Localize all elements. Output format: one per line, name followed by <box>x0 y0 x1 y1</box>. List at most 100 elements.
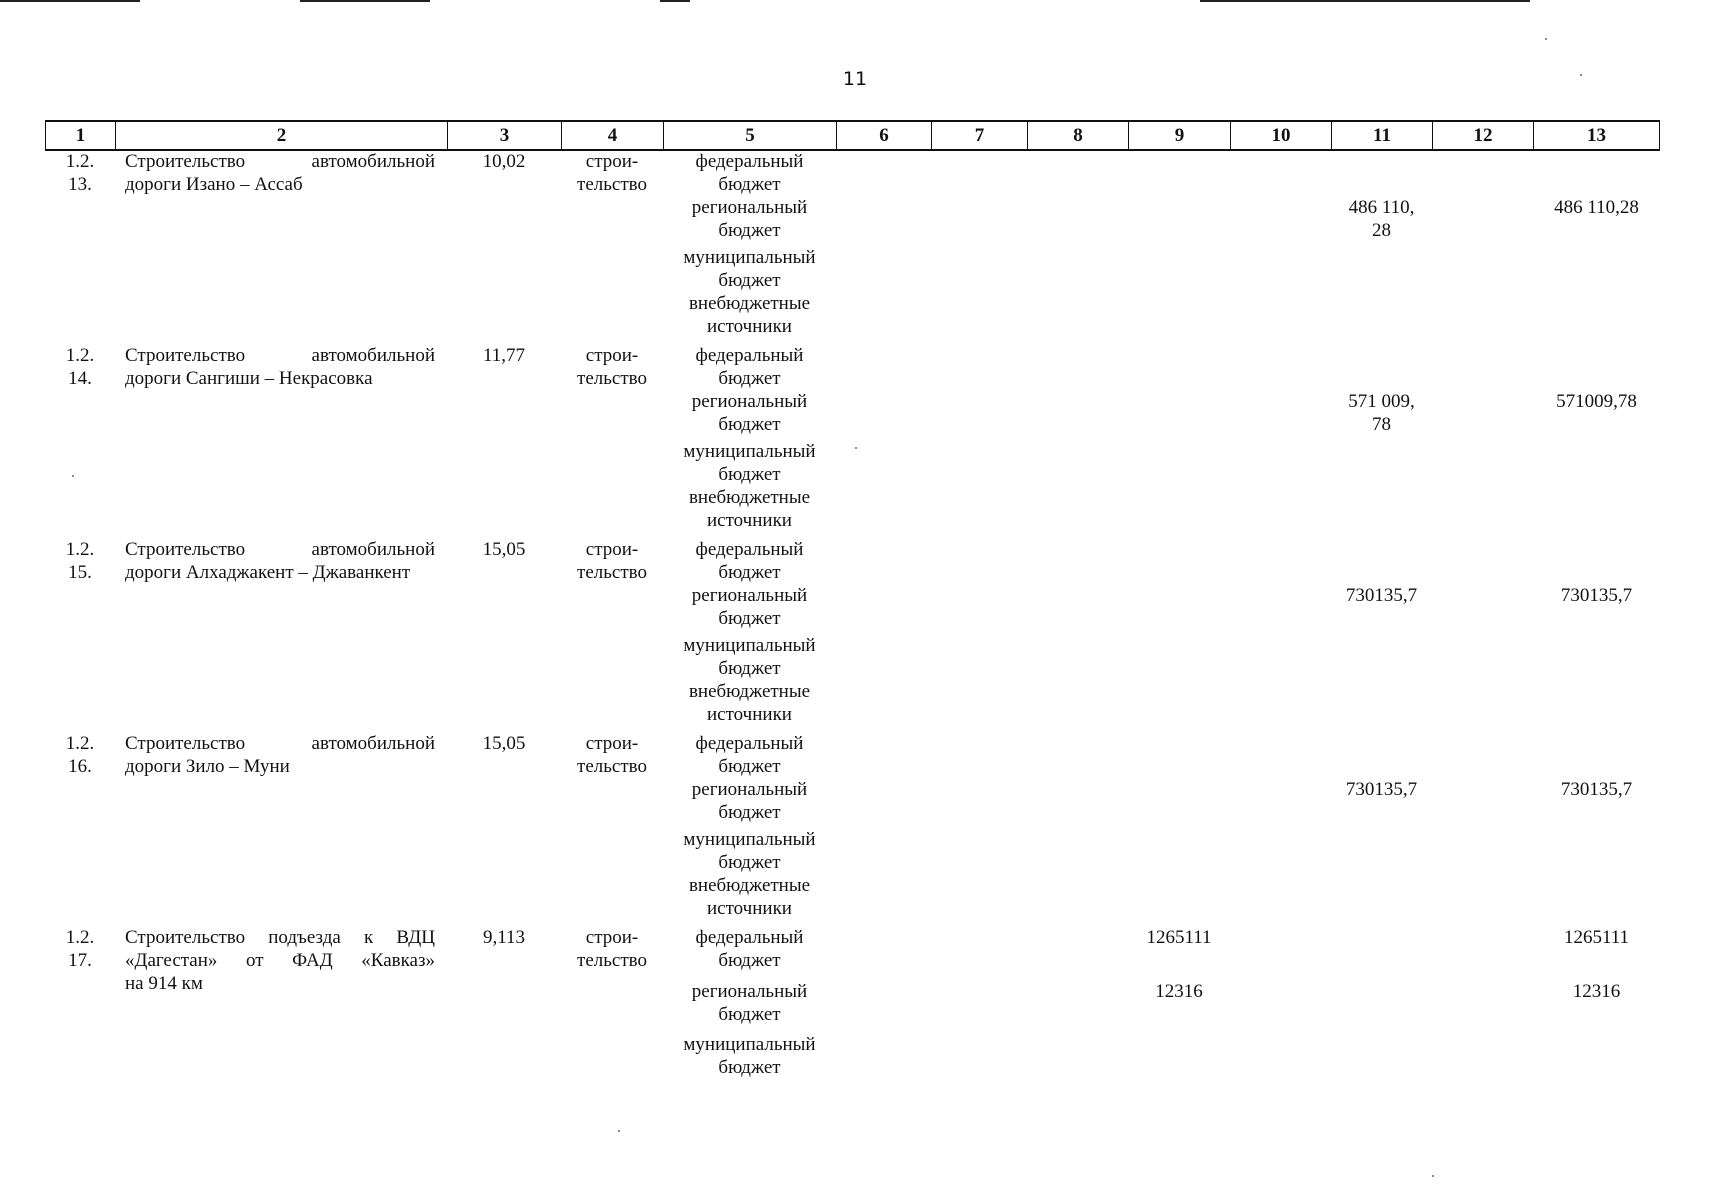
amount-col-13: 730135,7 <box>1560 585 1633 606</box>
funding-source: источники <box>707 704 792 725</box>
funding-source: бюджет <box>718 270 781 291</box>
object-name: Строительство автомобильной дороги Сангиш… <box>125 345 435 389</box>
object-name: Строительство автомобильной дороги Изано … <box>125 151 435 195</box>
funding-source: региональный <box>691 981 808 1002</box>
funding-source: муниципальный <box>683 441 816 462</box>
row-number: 1.2. <box>65 151 95 172</box>
funding-source: муниципальный <box>683 635 816 656</box>
row-number: 1.2. <box>65 345 95 366</box>
amount-col-11: 571 009, <box>1348 391 1415 412</box>
funding-source: бюджет <box>718 220 781 241</box>
funding-source: федеральный <box>695 345 804 366</box>
funding-source: федеральный <box>695 539 804 560</box>
amount-col-11: 28 <box>1372 220 1391 241</box>
page-number: 11 <box>842 68 868 90</box>
work-type: строи- <box>585 345 639 366</box>
object-name: Строительство автомобильной дороги Зило –… <box>125 733 435 777</box>
row-number: 1.2. <box>65 733 95 754</box>
column-header-12: 12 <box>1432 121 1533 151</box>
funding-source: бюджет <box>718 756 781 777</box>
funding-source: муниципальный <box>683 829 816 850</box>
funding-source: муниципальный <box>683 247 816 268</box>
amount-col-9: 12316 <box>1155 981 1203 1002</box>
work-type: строи- <box>585 539 639 560</box>
funding-source: федеральный <box>695 733 804 754</box>
funding-source: федеральный <box>695 927 804 948</box>
column-header-8: 8 <box>1027 121 1128 151</box>
scan-speck <box>1580 74 1582 76</box>
amount-col-13: 730135,7 <box>1560 779 1633 800</box>
work-type: строи- <box>585 733 639 754</box>
scan-edge-mark <box>660 0 690 2</box>
amount-col-11: 486 110, <box>1348 197 1415 218</box>
column-header-13: 13 <box>1533 121 1660 151</box>
column-header-1: 1 <box>45 121 115 151</box>
work-type: строи- <box>585 927 639 948</box>
scan-speck <box>855 447 857 449</box>
amount-col-13: 571009,78 <box>1556 391 1637 412</box>
funding-source: региональный <box>691 197 808 218</box>
work-type: тельство <box>577 368 647 389</box>
funding-source: бюджет <box>718 608 781 629</box>
road-length: 15,05 <box>482 733 526 754</box>
road-length: 10,02 <box>482 151 526 172</box>
object-name: Строительство автомобильной дороги Алхадж… <box>125 539 435 583</box>
row-number: 16. <box>68 756 92 777</box>
road-length: 9,113 <box>482 927 526 948</box>
column-header-3: 3 <box>447 121 561 151</box>
scan-edge-mark <box>300 0 430 2</box>
funding-source: бюджет <box>718 174 781 195</box>
funding-source: федеральный <box>695 151 804 172</box>
funding-source: бюджет <box>718 414 781 435</box>
scan-speck <box>1432 1175 1434 1177</box>
funding-source: внебюджетные <box>688 293 811 314</box>
work-type: тельство <box>577 174 647 195</box>
funding-source: бюджет <box>718 802 781 823</box>
funding-source: источники <box>707 510 792 531</box>
funding-source: бюджет <box>718 950 781 971</box>
object-name: Строительство подъезда к ВДЦ «Дагестан» о… <box>125 927 435 994</box>
amount-col-13: 12316 <box>1572 981 1621 1002</box>
row-number: 17. <box>68 950 92 971</box>
work-type: тельство <box>577 756 647 777</box>
column-header-2: 2 <box>115 121 447 151</box>
funding-source: бюджет <box>718 464 781 485</box>
funding-source: региональный <box>691 391 808 412</box>
column-header-11: 11 <box>1331 121 1432 151</box>
funding-source: муниципальный <box>683 1034 816 1055</box>
column-header-5: 5 <box>663 121 836 151</box>
funding-source: внебюджетные <box>688 681 811 702</box>
road-length: 15,05 <box>482 539 526 560</box>
work-type: строи- <box>585 151 639 172</box>
column-header-7: 7 <box>931 121 1027 151</box>
row-number: 15. <box>68 562 92 583</box>
funding-source: региональный <box>691 585 808 606</box>
funding-source: бюджет <box>718 852 781 873</box>
header-top-rule <box>45 120 1660 122</box>
amount-col-9: 1265111 <box>1146 927 1212 948</box>
row-number: 1.2. <box>65 927 95 948</box>
scan-edge-mark <box>0 0 140 2</box>
row-number: 14. <box>68 368 92 389</box>
funding-source: источники <box>707 316 792 337</box>
funding-source: внебюджетные <box>688 875 811 896</box>
amount-col-13: 486 110,28 <box>1554 197 1639 218</box>
amount-col-13: 1265111 <box>1563 927 1630 948</box>
row-number: 13. <box>68 174 92 195</box>
row-number: 1.2. <box>65 539 95 560</box>
column-header-9: 9 <box>1128 121 1230 151</box>
amount-col-11: 78 <box>1372 414 1391 435</box>
funding-source: бюджет <box>718 368 781 389</box>
scan-speck <box>72 475 74 477</box>
amount-col-11: 730135,7 <box>1345 585 1418 606</box>
funding-source: бюджет <box>718 562 781 583</box>
funding-source: внебюджетные <box>688 487 811 508</box>
funding-source: региональный <box>691 779 808 800</box>
amount-col-11: 730135,7 <box>1345 779 1418 800</box>
road-length: 11,77 <box>482 345 526 366</box>
scan-speck <box>1545 38 1547 40</box>
funding-source: бюджет <box>718 658 781 679</box>
scan-edge-mark <box>1200 0 1530 2</box>
column-header-10: 10 <box>1230 121 1331 151</box>
work-type: тельство <box>577 562 647 583</box>
